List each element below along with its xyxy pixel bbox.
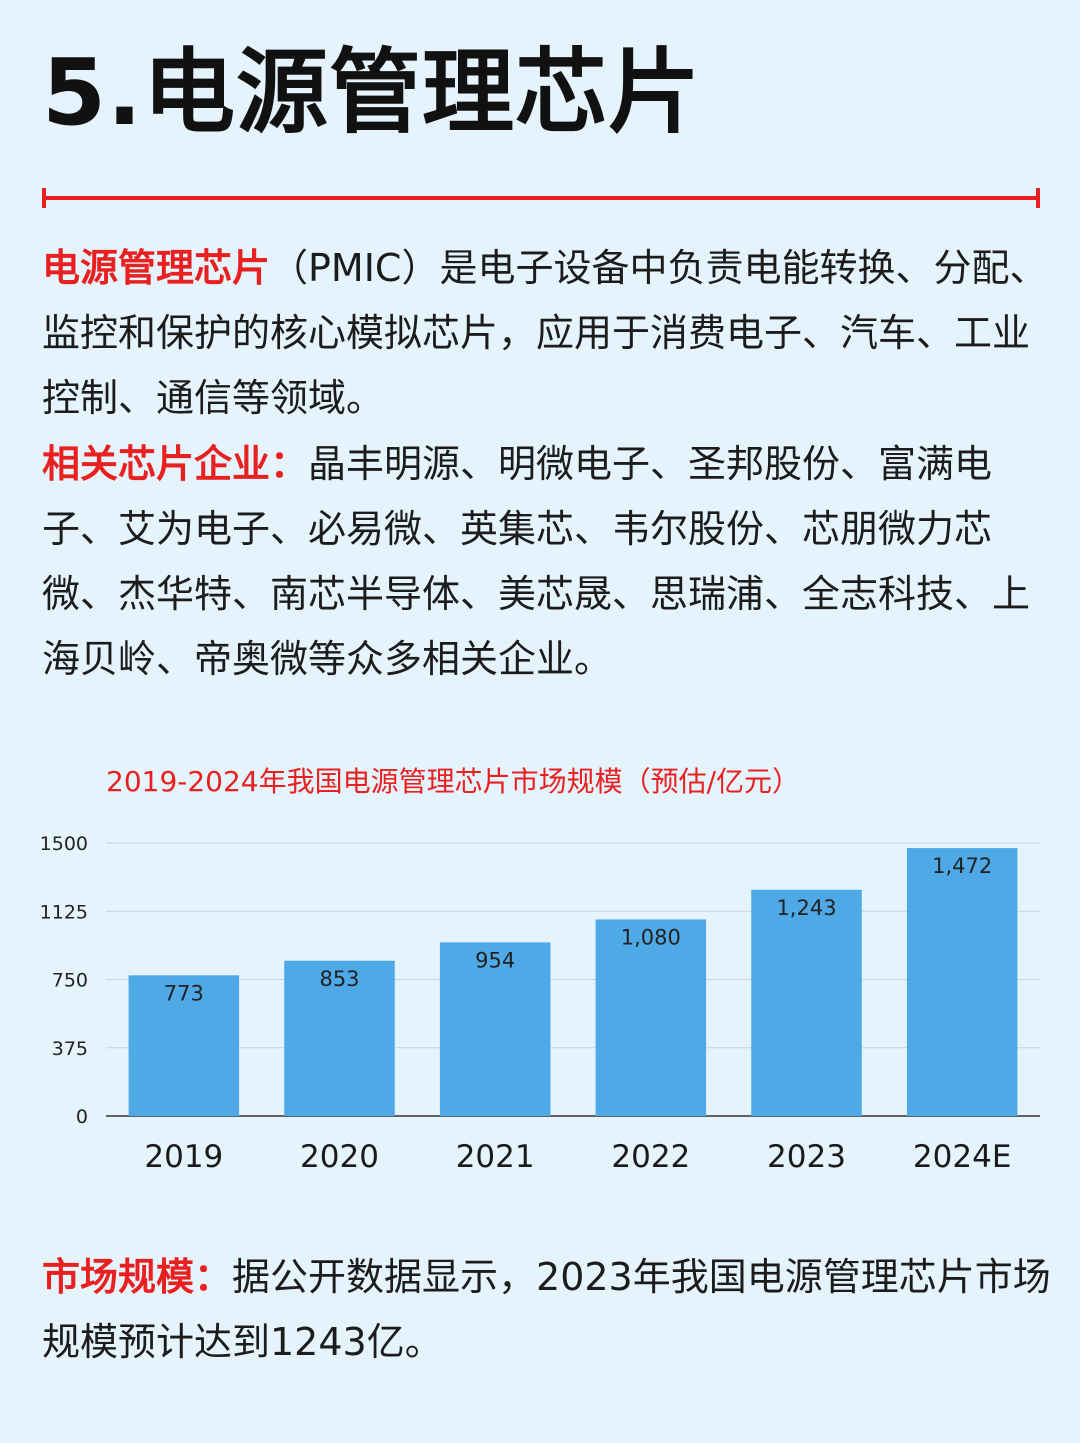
chart-title: 2019-2024年我国电源管理芯片市场规模（预估/亿元）: [106, 765, 801, 798]
x-tick-label: 2020: [300, 1139, 379, 1175]
data-label: 853: [319, 967, 359, 991]
bar: [751, 889, 862, 1116]
x-tick-label: 2021: [456, 1139, 535, 1175]
y-tick-label: 1125: [40, 901, 88, 923]
y-tick-label: 1500: [40, 833, 88, 855]
companies-text: 晶丰明源、明微电子、圣邦股份、富满电子、艾为电子、必易微、英集芯、韦尔股份、芯朋…: [42, 442, 1031, 681]
data-label: 1,472: [932, 854, 992, 878]
intro-text: （PMIC）是电子设备中负责电能转换、分配、监控和保护的核心模拟芯片，应用于消费…: [42, 246, 1048, 420]
intro-paragraph: 电源管理芯片（PMIC）是电子设备中负责电能转换、分配、监控和保护的核心模拟芯片…: [42, 236, 1052, 431]
data-label: 1,080: [621, 925, 681, 949]
x-tick-label: 2023: [767, 1139, 846, 1175]
intro-highlight: 电源管理芯片: [42, 246, 271, 290]
bar-chart: 0 375 750 1125 1500 773 2019 853 2020 954 2021 1,08…: [40, 833, 1040, 1175]
market-text: 据公开数据显示，2023年我国电源管理芯片市场规模预计达到1243亿。: [42, 1255, 1051, 1364]
bar: [439, 942, 551, 1116]
bar: [906, 848, 1018, 1116]
data-label: 773: [164, 981, 204, 1005]
bar: [128, 975, 240, 1116]
y-tick-label: 0: [76, 1106, 88, 1128]
companies-label: 相关芯片企业：: [42, 442, 309, 486]
companies-paragraph: 相关芯片企业：晶丰明源、明微电子、圣邦股份、富满电子、艾为电子、必易微、英集芯、…: [42, 432, 1052, 692]
y-tick-label: 375: [52, 1038, 88, 1060]
y-tick-label: 750: [52, 970, 88, 992]
page-title: 5.电源管理芯片: [42, 39, 701, 146]
title-divider: [42, 188, 1040, 208]
x-tick-label: 2022: [611, 1139, 690, 1175]
market-label: 市场规模：: [42, 1255, 233, 1299]
data-label: 1,243: [776, 896, 836, 920]
bar: [595, 919, 707, 1116]
data-label: 954: [475, 948, 515, 972]
x-tick-label: 2019: [144, 1139, 223, 1175]
bar: [284, 960, 395, 1116]
x-tick-label: 2024E: [913, 1139, 1011, 1175]
market-paragraph: 市场规模：据公开数据显示，2023年我国电源管理芯片市场规模预计达到1243亿。: [42, 1245, 1052, 1375]
